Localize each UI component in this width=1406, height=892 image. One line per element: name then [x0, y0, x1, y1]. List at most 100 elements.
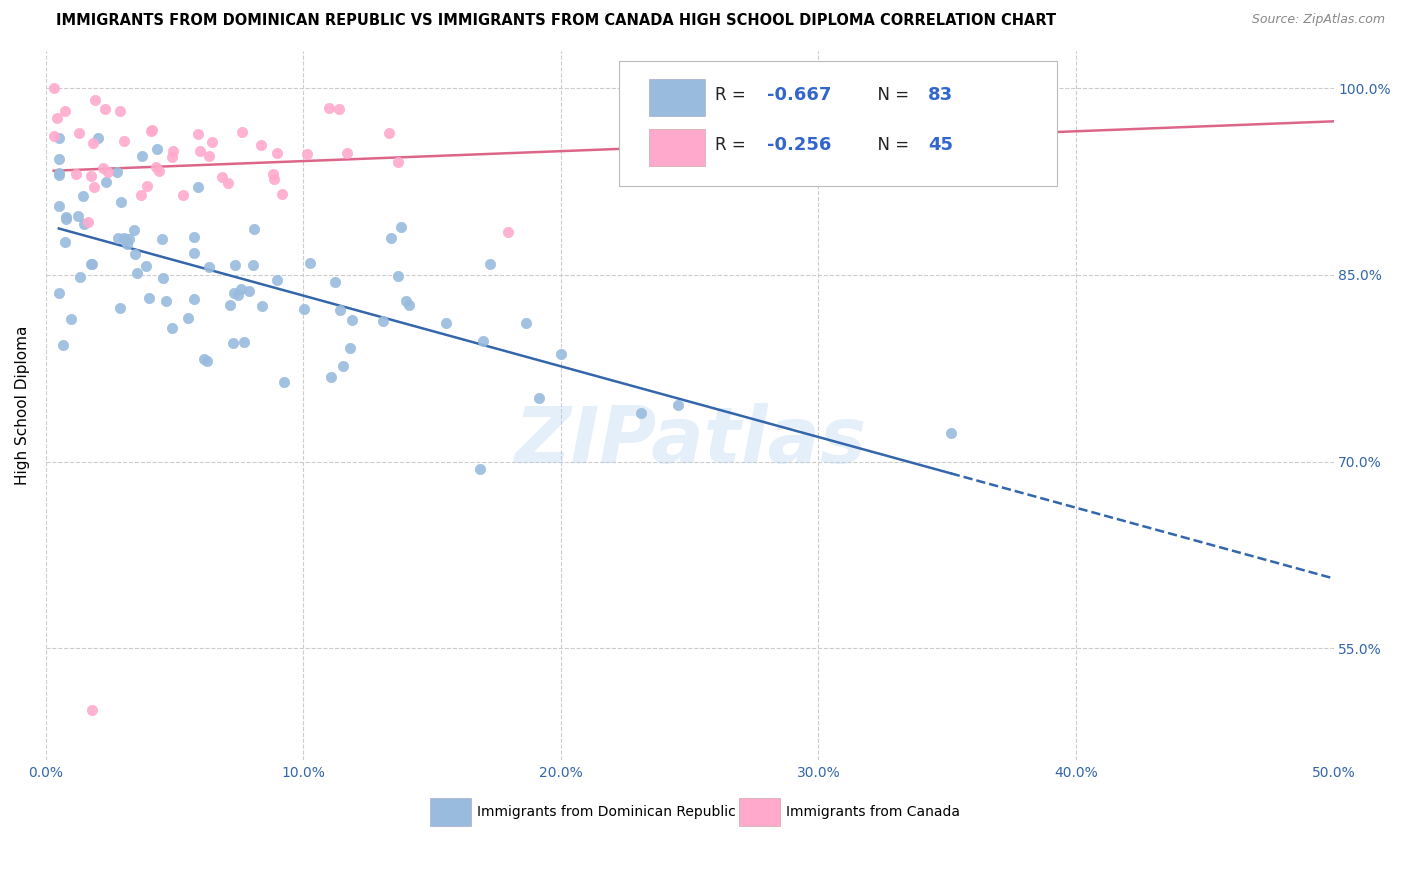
Point: [550, 347, 572, 361]
Point: [112, 135, 135, 149]
Text: -0.256: -0.256: [768, 136, 831, 154]
Point: [59, 311, 82, 326]
Point: [389, 219, 412, 234]
Point: [222, 285, 245, 300]
Point: [69, 270, 91, 285]
Point: [172, 187, 194, 202]
Point: [122, 223, 145, 237]
Point: [224, 258, 246, 272]
Point: [150, 232, 173, 246]
Point: [48, 152, 70, 166]
Point: [387, 154, 409, 169]
Point: [298, 256, 321, 270]
Point: [183, 245, 205, 260]
Point: [124, 247, 146, 261]
Point: [105, 165, 128, 179]
Point: [188, 145, 211, 159]
Text: R =: R =: [716, 87, 751, 104]
Point: [187, 180, 209, 194]
Point: [266, 145, 288, 160]
Point: [80, 257, 103, 271]
Point: [160, 321, 183, 335]
Point: [252, 299, 274, 313]
Point: [53, 103, 76, 118]
Point: [155, 293, 177, 308]
Point: [148, 164, 170, 178]
Point: [97, 165, 120, 179]
Point: [152, 271, 174, 285]
FancyBboxPatch shape: [619, 62, 1057, 186]
FancyBboxPatch shape: [648, 79, 706, 116]
Point: [84, 93, 107, 107]
Point: [273, 375, 295, 389]
Point: [125, 266, 148, 280]
Point: [242, 258, 264, 272]
Point: [515, 316, 537, 330]
Point: [42, 81, 65, 95]
Point: [263, 171, 285, 186]
Point: [42, 128, 65, 143]
Point: [478, 257, 501, 271]
Point: [48, 285, 70, 300]
Point: [108, 301, 131, 315]
Point: [48, 198, 70, 212]
Point: [398, 298, 420, 312]
Point: [318, 102, 340, 116]
Point: [250, 138, 273, 153]
Point: [138, 291, 160, 305]
Point: [329, 302, 352, 317]
Point: [136, 179, 159, 194]
Point: [231, 124, 253, 138]
Point: [118, 232, 141, 246]
Point: [94, 176, 117, 190]
Point: [218, 298, 240, 312]
Point: [436, 317, 458, 331]
Point: [233, 335, 256, 350]
Point: [527, 392, 550, 406]
Text: N =: N =: [868, 87, 915, 104]
Point: [231, 282, 253, 296]
Point: [177, 310, 200, 325]
Point: [66, 210, 89, 224]
Y-axis label: High School Diploma: High School Diploma: [15, 326, 30, 485]
Point: [195, 354, 218, 368]
Point: [332, 359, 354, 374]
Point: [87, 131, 110, 145]
Point: [395, 294, 418, 309]
Point: [110, 194, 132, 209]
Point: [238, 285, 260, 299]
Text: IMMIGRANTS FROM DOMINICAN REPUBLIC VS IMMIGRANTS FROM CANADA HIGH SCHOOL DIPLOMA: IMMIGRANTS FROM DOMINICAN REPUBLIC VS IM…: [56, 13, 1056, 29]
Point: [217, 176, 239, 190]
Text: Immigrants from Canada: Immigrants from Canada: [786, 805, 960, 819]
Point: [193, 352, 215, 367]
Point: [131, 187, 153, 202]
Point: [108, 104, 131, 119]
Point: [83, 180, 105, 194]
Point: [139, 123, 162, 137]
Point: [340, 313, 363, 327]
Point: [65, 167, 87, 181]
Point: [112, 231, 135, 245]
FancyBboxPatch shape: [648, 128, 706, 166]
Point: [67, 126, 90, 140]
Point: [48, 166, 70, 180]
Point: [48, 168, 70, 182]
Text: R =: R =: [716, 136, 751, 154]
Point: [183, 292, 205, 306]
Point: [939, 425, 962, 440]
Point: [107, 231, 129, 245]
Point: [145, 160, 167, 174]
Point: [162, 144, 184, 158]
Point: [80, 704, 103, 718]
Text: 83: 83: [928, 87, 953, 104]
Point: [80, 257, 103, 271]
Point: [141, 122, 163, 136]
Point: [496, 225, 519, 239]
Point: [328, 102, 350, 116]
Point: [387, 268, 409, 283]
Point: [319, 370, 342, 384]
Text: ZIPatlas: ZIPatlas: [513, 403, 866, 479]
Point: [666, 398, 689, 412]
Point: [114, 233, 136, 247]
Text: Source: ZipAtlas.com: Source: ZipAtlas.com: [1251, 13, 1385, 27]
